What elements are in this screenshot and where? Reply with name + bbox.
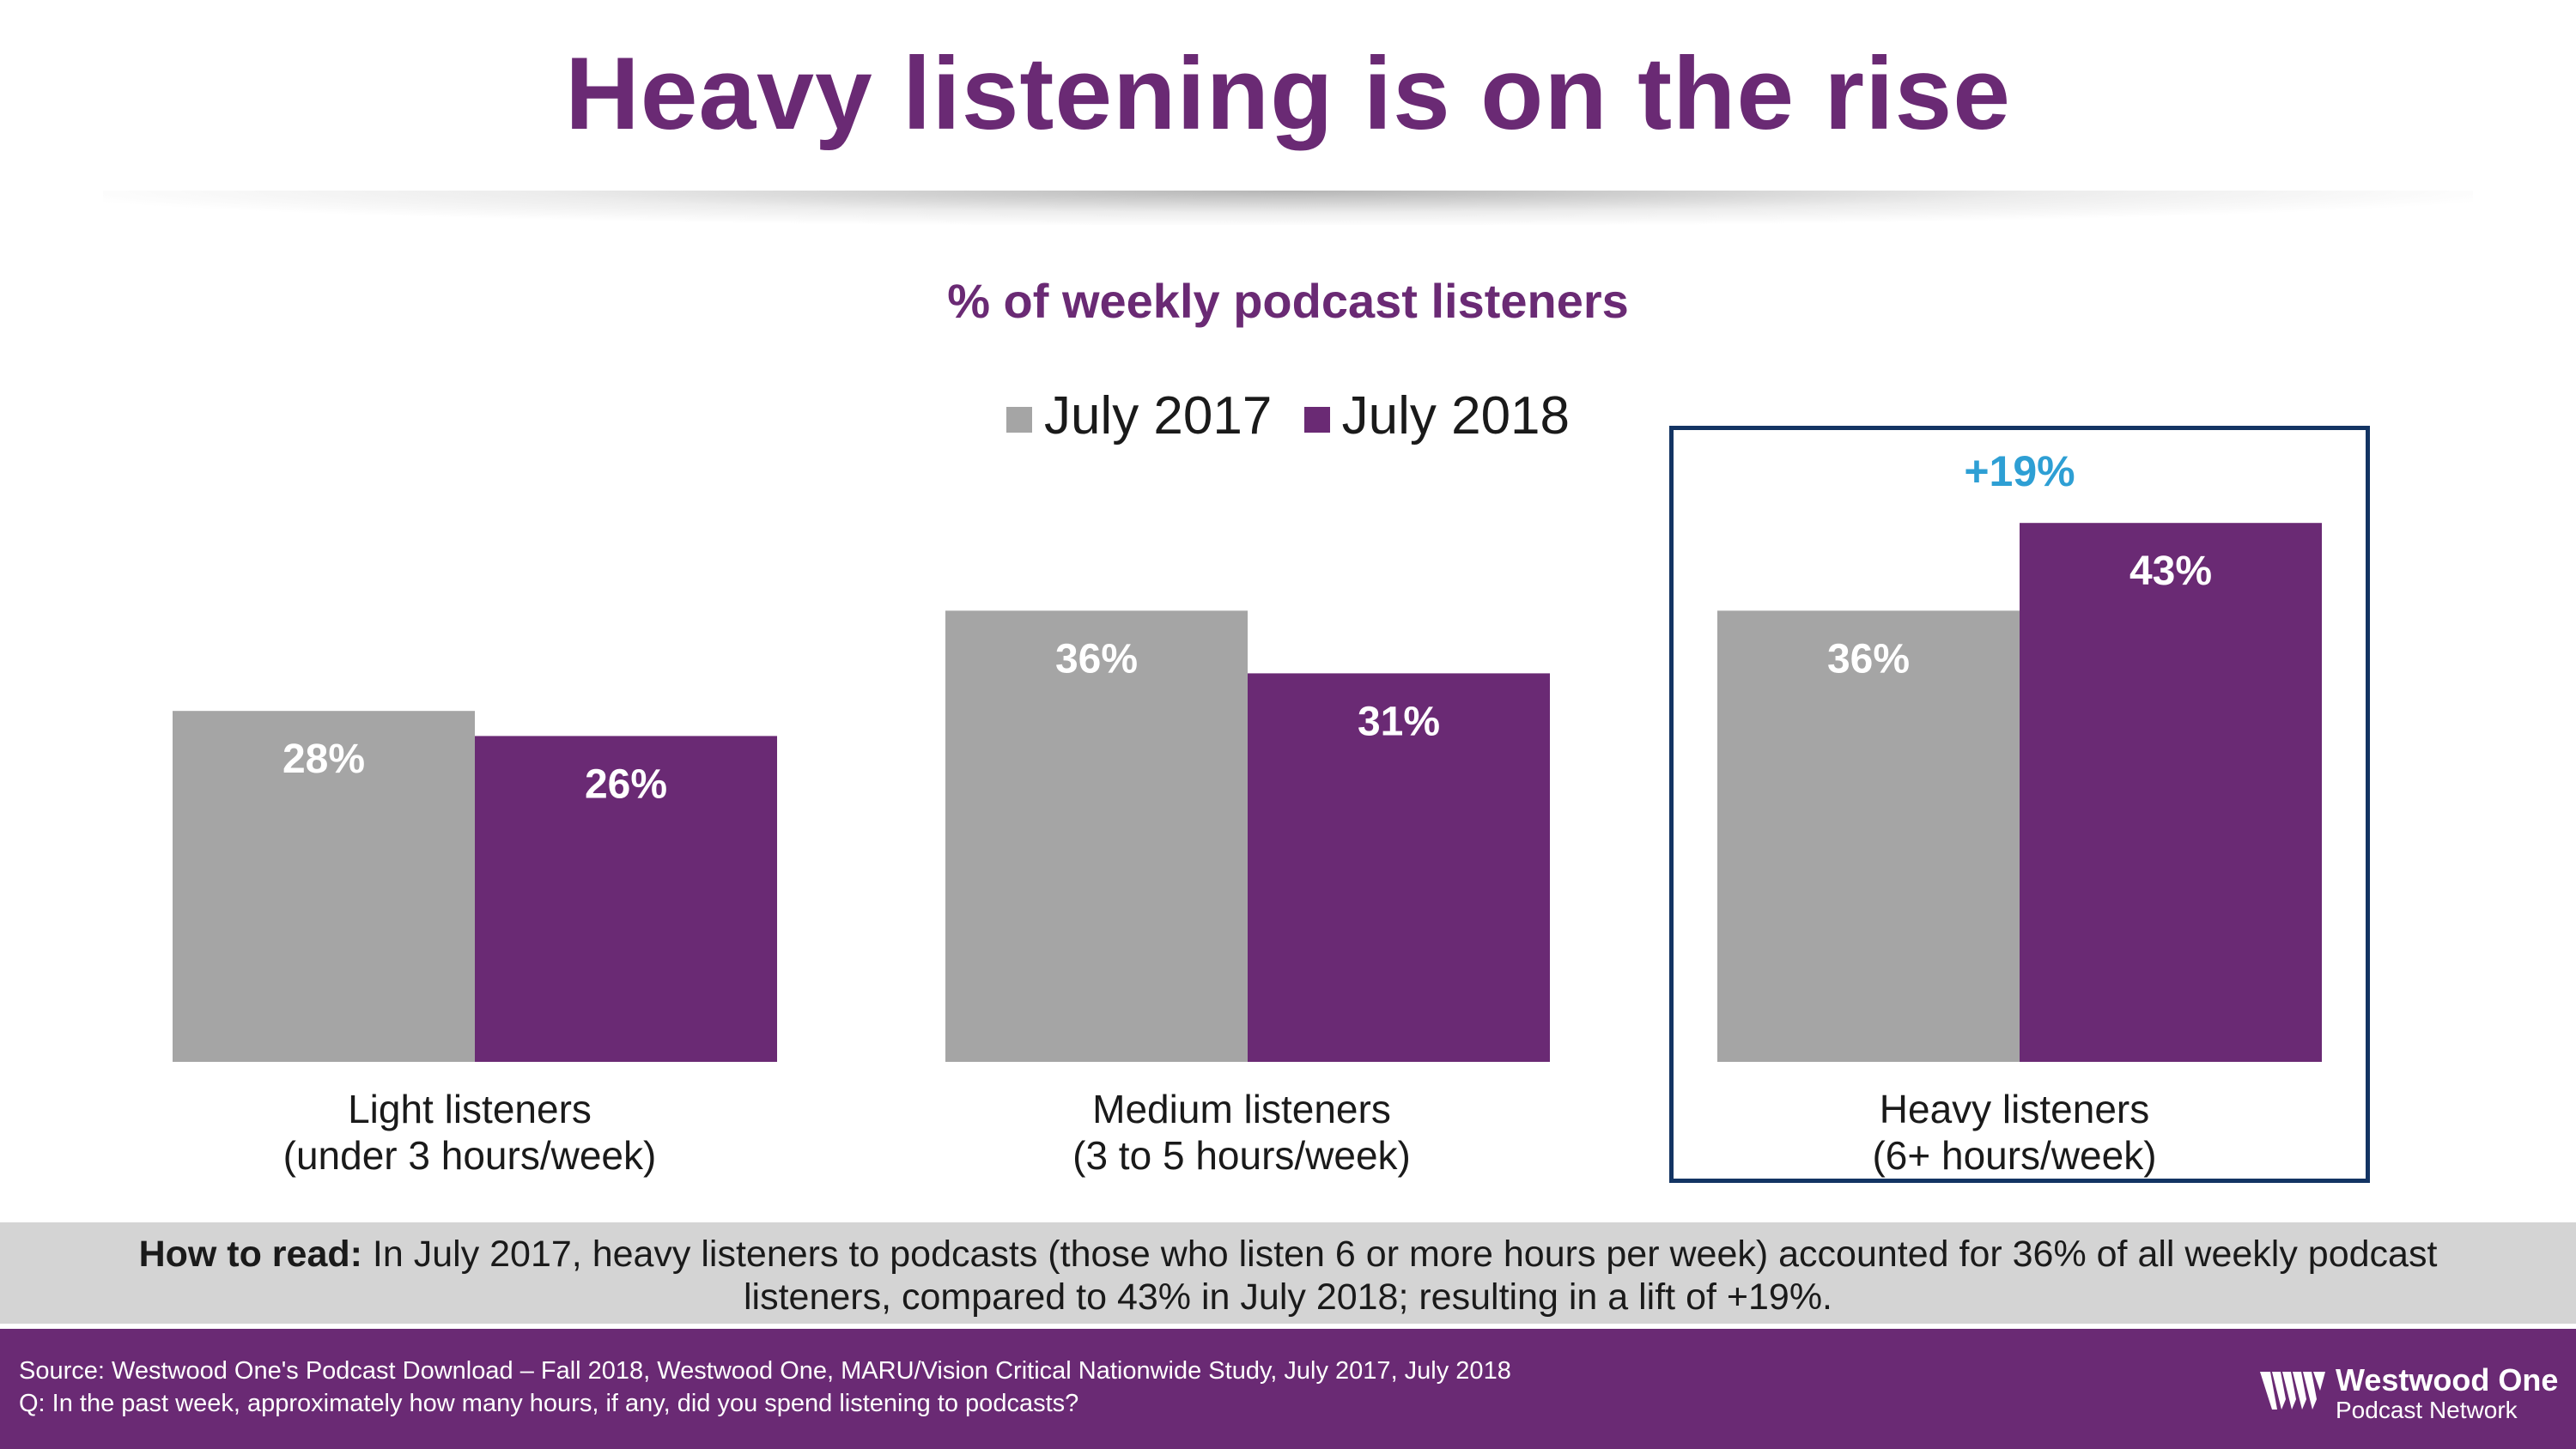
bar-medium-2018	[1248, 673, 1550, 1062]
bar-heavy-2017	[1717, 610, 2020, 1062]
how-to-read-label: How to read:	[138, 1234, 362, 1275]
category-label-medium: Medium listeners (3 to 5 hours/week)	[941, 1086, 1542, 1179]
footer: Source: Westwood One's Podcast Download …	[0, 1329, 2576, 1449]
category-label-heavy: Heavy listeners (6+ hours/week)	[1714, 1086, 2315, 1179]
category-label-light-line2: (under 3 hours/week)	[283, 1133, 657, 1178]
question-line: Q: In the past week, approximately how m…	[19, 1390, 1079, 1417]
source-line: Source: Westwood One's Podcast Download …	[19, 1357, 1511, 1385]
bar-medium-2017	[945, 610, 1248, 1062]
wave-logo-icon	[2260, 1372, 2325, 1410]
data-label-medium-2018: 31%	[1358, 699, 1440, 744]
how-to-read-banner: How to read: In July 2017, heavy listene…	[0, 1222, 2576, 1324]
legend-item-july-2017: July 2017	[1005, 385, 1273, 446]
data-label-light-2018: 26%	[585, 761, 667, 807]
how-to-read-text: In July 2017, heavy listeners to podcast…	[361, 1234, 2438, 1318]
bar-heavy-2018	[2020, 523, 2322, 1062]
data-label-medium-2017: 36%	[1055, 636, 1138, 682]
page-title: Heavy listening is on the rise	[565, 36, 2011, 151]
title-divider-shadow	[103, 191, 2473, 225]
category-label-light-line1: Light listeners	[348, 1087, 592, 1131]
category-label-light: Light listeners (under 3 hours/week)	[169, 1086, 770, 1179]
category-label-heavy-line1: Heavy listeners	[1879, 1087, 2150, 1131]
category-label-medium-line2: (3 to 5 hours/week)	[1072, 1133, 1411, 1178]
legend-label-july-2017: July 2017	[1043, 386, 1273, 446]
legend-item-july-2018: July 2018	[1303, 385, 1571, 446]
bar-light-2018	[475, 736, 777, 1062]
legend-swatch-gray	[1005, 406, 1032, 433]
legend-swatch-purple	[1303, 406, 1330, 433]
category-label-heavy-line2: (6+ hours/week)	[1872, 1133, 2157, 1178]
category-label-medium-line1: Medium listeners	[1092, 1087, 1391, 1131]
bar-light-2017	[173, 711, 475, 1062]
data-label-heavy-2017: 36%	[1827, 636, 1910, 682]
chart-title: % of weekly podcast listeners	[947, 274, 1629, 328]
heavy-listeners-highlight-box	[1669, 426, 2370, 1183]
legend-label-july-2018: July 2018	[1341, 386, 1571, 446]
westwood-one-logo: Westwood One Podcast Network	[2258, 1365, 2558, 1425]
change-label: +19%	[1964, 447, 2075, 495]
logo-name: Westwood One	[2336, 1362, 2559, 1397]
logo-subtitle: Podcast Network	[2336, 1397, 2518, 1423]
chart-legend: July 2017 July 2018	[0, 382, 2576, 446]
data-label-light-2017: 28%	[283, 737, 365, 782]
data-label-heavy-2018: 43%	[2129, 549, 2212, 594]
source-notes: Source: Westwood One's Podcast Download …	[19, 1355, 1511, 1420]
